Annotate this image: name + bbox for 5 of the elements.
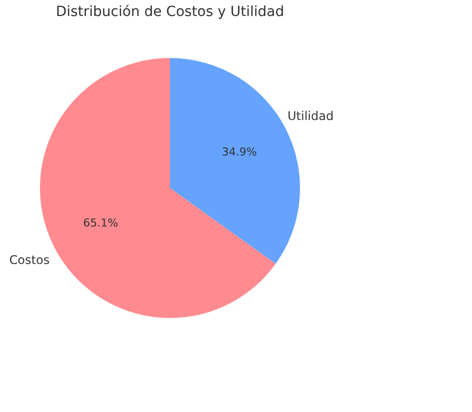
slice-label: Costos xyxy=(9,253,50,268)
slice-label: Utilidad xyxy=(288,108,334,123)
chart-title: Distribución de Costos y Utilidad xyxy=(56,4,284,20)
data-label: 34.9% xyxy=(222,145,257,158)
data-label: 65.1% xyxy=(83,216,118,230)
